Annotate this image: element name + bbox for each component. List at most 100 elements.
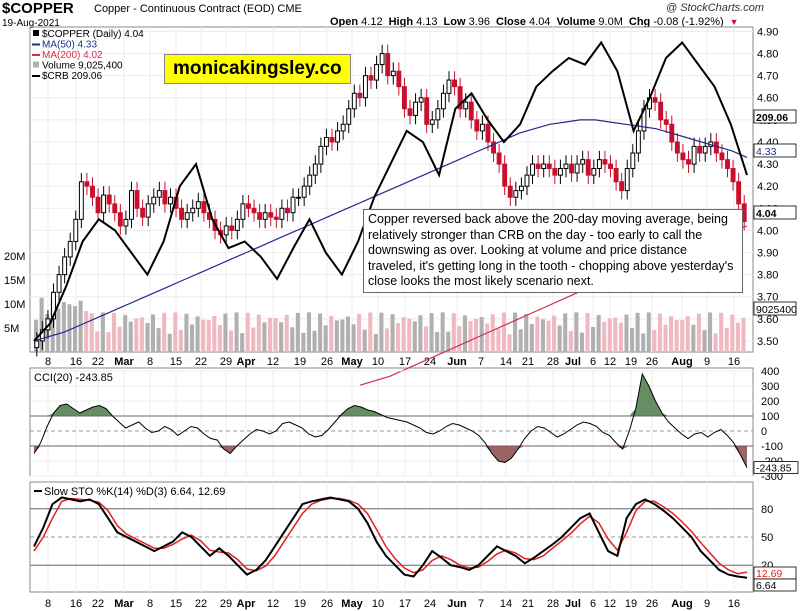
volume-bar (657, 313, 662, 352)
candle-body (156, 190, 162, 198)
volume-bar (384, 328, 389, 352)
candle-body (619, 181, 625, 192)
candle-body (396, 70, 402, 88)
volume-bar (329, 315, 334, 352)
x-tick-label: Mar (114, 356, 134, 368)
candle-body (357, 92, 363, 99)
x-tick-label-bottom: 17 (399, 598, 411, 610)
candle-body (307, 174, 313, 187)
volume-bar (423, 326, 428, 352)
x-tick-label-bottom: 8 (147, 598, 153, 610)
volume-bar (318, 313, 323, 352)
candle-body (424, 97, 430, 125)
candle-body (374, 64, 380, 81)
candle-body (697, 145, 703, 154)
candle-body (106, 194, 112, 205)
candle-body (279, 207, 285, 220)
ohlc-label-close: Close (496, 16, 530, 28)
volume-last-label: 9025400 (756, 304, 797, 316)
volume-bar (212, 316, 217, 352)
candle-body (624, 167, 630, 192)
candle-body (90, 185, 95, 198)
y-tick-label: 4.20 (757, 181, 778, 193)
x-tick-label: 17 (399, 356, 411, 368)
candle-body (301, 185, 307, 198)
cci-last-label: -243.85 (756, 463, 792, 475)
candle-body (691, 145, 697, 165)
volume-bar (301, 332, 306, 352)
candle-body (117, 212, 123, 227)
x-tick-label-bottom: 19 (294, 598, 306, 610)
crb-last-label-box (753, 109, 797, 124)
volume-tick-label: 15M (4, 275, 25, 287)
volume-bar (362, 329, 367, 352)
legend-swatch (33, 30, 39, 36)
volume-bar (585, 312, 590, 352)
volume-bar (78, 300, 83, 352)
candle-body (368, 75, 374, 81)
x-tick-label: 12 (267, 356, 279, 368)
candle-body (674, 141, 680, 154)
candle-body (184, 212, 190, 220)
volume-bar (713, 333, 718, 352)
volume-bar (485, 323, 490, 352)
candle-body (596, 159, 602, 169)
volume-bar (513, 312, 518, 352)
candle-body (591, 167, 597, 176)
candle-body (463, 101, 469, 110)
candle-body (491, 141, 497, 154)
cci-tick-label: 400 (761, 366, 779, 378)
ohlc-value-high: 4.13 (416, 16, 438, 28)
legend-swatch (33, 61, 39, 68)
legend-entry: MA(50) 4.33 (42, 40, 97, 51)
volume-bar (630, 327, 635, 352)
volume-bar (251, 327, 256, 352)
y-tick-label: 3.90 (757, 248, 778, 260)
candle-body (429, 119, 435, 125)
volume-bar (496, 328, 501, 352)
candle-body (530, 163, 535, 176)
volume-bar (641, 333, 646, 352)
cci-last-box (753, 461, 799, 474)
candle-body (201, 201, 207, 214)
x-tick-label: 22 (92, 356, 104, 368)
candle-body (195, 201, 201, 209)
candle-body (680, 152, 686, 161)
candle-body (401, 86, 407, 110)
volume-bar (546, 320, 551, 352)
candle-body (123, 218, 129, 227)
candle-body (362, 75, 368, 99)
volume-bar (412, 321, 417, 352)
volume-bar (557, 325, 562, 352)
candle-body (608, 163, 613, 169)
volume-bar (39, 297, 44, 352)
candle-body (229, 225, 235, 231)
x-tick-label-bottom: 6 (590, 598, 596, 610)
candle-body (713, 141, 719, 154)
volume-bar (67, 304, 72, 352)
y-tick-label: 3.50 (757, 336, 778, 348)
volume-bar (680, 319, 685, 352)
candle-body (658, 101, 664, 121)
candle-body (502, 163, 508, 187)
volume-bar (50, 299, 55, 352)
volume-bar (89, 313, 94, 352)
y-tick-label: 3.80 (757, 270, 778, 282)
candle-body (602, 159, 608, 165)
volume-bar (323, 325, 328, 352)
x-tick-label: Jun (447, 356, 467, 368)
volume-bar (663, 324, 668, 352)
candle-body (457, 86, 463, 110)
x-tick-label-bottom: 15 (170, 598, 182, 610)
volume-bar (306, 312, 312, 352)
x-tick-label-bottom: Mar (114, 598, 134, 610)
x-tick-label: 29 (220, 356, 232, 368)
volume-bar (173, 312, 178, 352)
volume-bar (591, 326, 596, 352)
cci-tick-label: -300 (761, 471, 783, 483)
volume-bar (56, 308, 61, 352)
volume-bar (719, 312, 724, 352)
sto-k-line (33, 496, 748, 579)
legend-entry: Volume 9,025,400 (42, 61, 123, 72)
volume-bar (574, 312, 579, 352)
